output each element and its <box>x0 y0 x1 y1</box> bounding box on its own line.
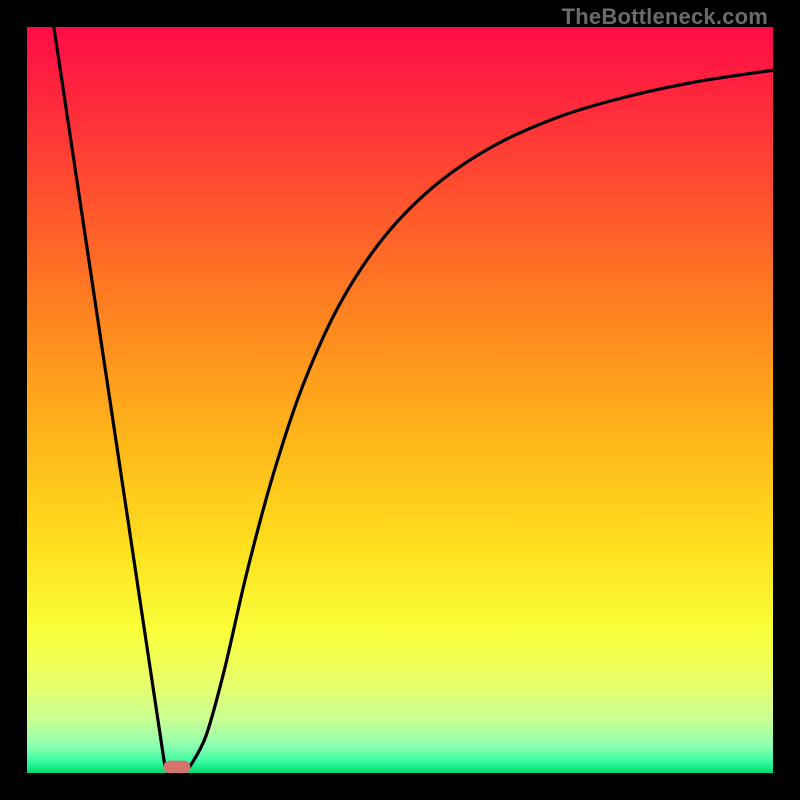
chart-frame: TheBottleneck.com <box>0 0 800 800</box>
gradient-background <box>27 27 773 773</box>
minimum-marker <box>164 761 190 773</box>
watermark-text: TheBottleneck.com <box>562 4 768 30</box>
chart-plot <box>27 27 773 773</box>
